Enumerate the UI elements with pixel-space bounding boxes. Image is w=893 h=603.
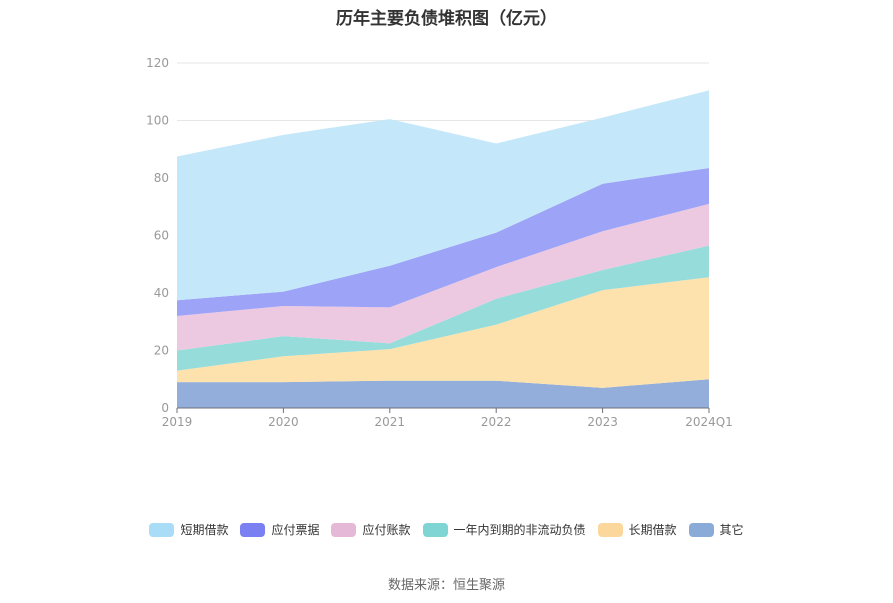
legend-label: 应付票据 bbox=[271, 523, 320, 537]
data-source-note: 数据来源：恒生聚源 bbox=[387, 578, 505, 593]
legend-label: 长期借款 bbox=[628, 523, 677, 537]
area-series-5 bbox=[177, 90, 709, 301]
y-tick-label: 40 bbox=[154, 286, 169, 300]
y-tick-label: 120 bbox=[146, 56, 169, 70]
legend-item[interactable]: 应付账款 bbox=[331, 521, 411, 538]
x-tick-label: 2021 bbox=[375, 415, 406, 429]
stacked-area-chart: 0 20 40 60 80 100 120 2019 2020 2021 2022 2023 2024Q… bbox=[146, 56, 733, 429]
legend-item[interactable]: 一年内到期的非流动负债 bbox=[422, 521, 586, 538]
x-tick-label: 2023 bbox=[587, 415, 618, 429]
legend-swatch bbox=[597, 522, 623, 537]
legend-swatch bbox=[240, 522, 266, 537]
chart-title: 历年主要负债堆积图（亿元） bbox=[336, 9, 557, 29]
legend-label: 短期借款 bbox=[180, 523, 229, 537]
legend: 短期借款 应付票据 应付账款 一年内到期的非流动负债 长期借款 其它 bbox=[0, 521, 893, 538]
legend-swatch bbox=[688, 522, 714, 537]
legend-label: 一年内到期的非流动负债 bbox=[453, 523, 586, 537]
y-tick-label: 0 bbox=[161, 401, 169, 415]
legend-swatch bbox=[149, 522, 175, 537]
area-series-3 bbox=[177, 203, 709, 351]
area-series bbox=[177, 90, 709, 408]
legend-item[interactable]: 应付票据 bbox=[240, 521, 319, 538]
x-tick-label: 2024Q1 bbox=[685, 415, 733, 429]
y-tick-label: 60 bbox=[154, 229, 169, 243]
area-series-1 bbox=[177, 277, 709, 388]
y-tick-label: 100 bbox=[146, 114, 169, 128]
axes: 0 20 40 60 80 100 120 2019 2020 2021 2022 2023 2024Q… bbox=[146, 56, 733, 429]
legend-label: 应付账款 bbox=[362, 523, 411, 537]
legend-item[interactable]: 短期借款 bbox=[149, 521, 228, 538]
area-series-2 bbox=[177, 245, 709, 371]
y-tick-label: 20 bbox=[154, 344, 169, 358]
legend-label: 其它 bbox=[719, 523, 744, 537]
legend-swatch bbox=[422, 522, 448, 537]
x-tick-label: 2020 bbox=[268, 415, 299, 429]
x-tick-label: 2019 bbox=[162, 415, 193, 429]
area-series-0 bbox=[177, 379, 709, 408]
y-tick-label: 80 bbox=[154, 171, 169, 185]
legend-item[interactable]: 其它 bbox=[688, 521, 744, 538]
area-series-4 bbox=[177, 167, 709, 316]
x-tick-label: 2022 bbox=[481, 415, 512, 429]
legend-item[interactable]: 长期借款 bbox=[597, 521, 677, 538]
legend-swatch bbox=[331, 522, 357, 537]
